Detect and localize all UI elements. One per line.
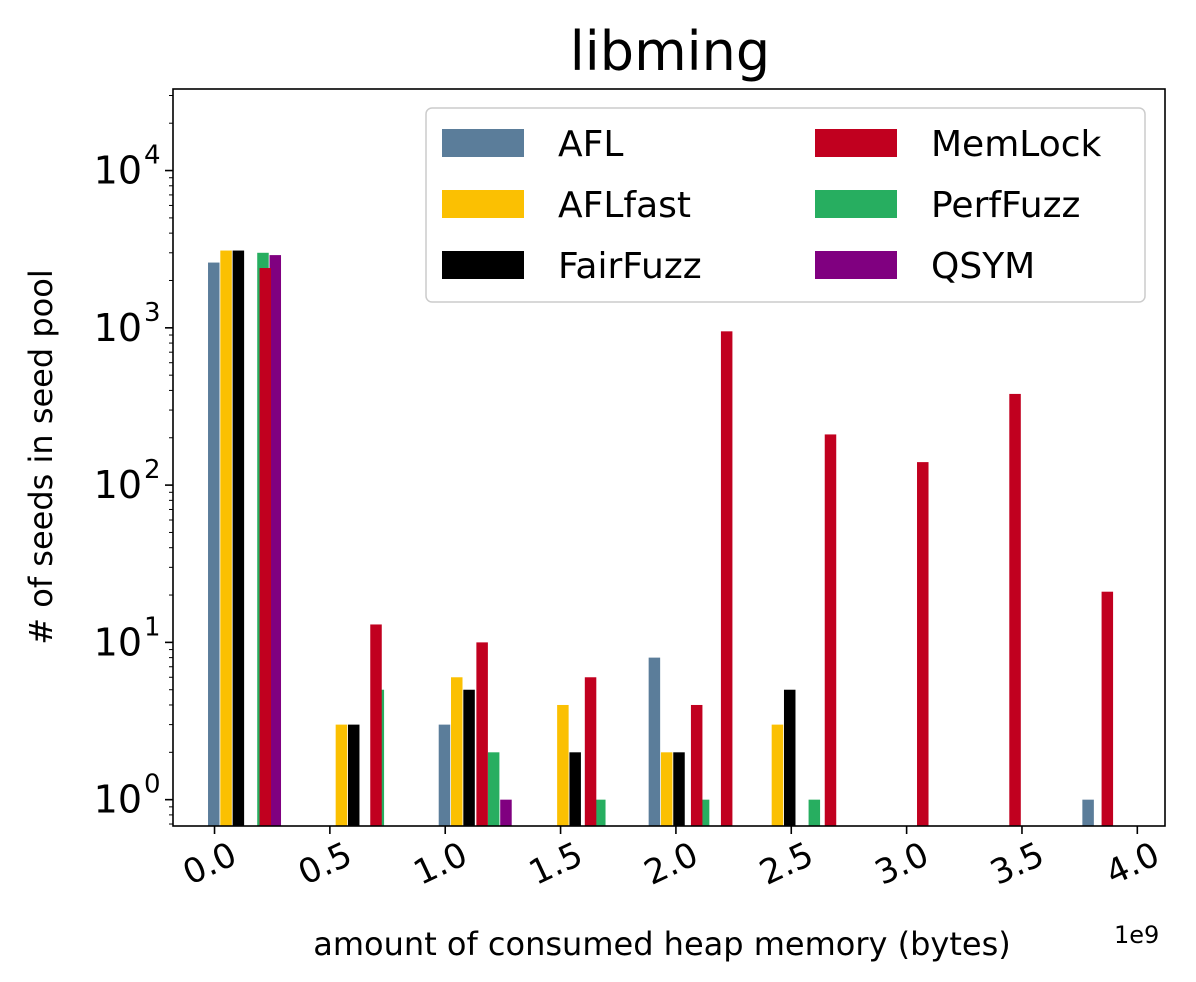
x-offset-label: 1e9 [1114, 921, 1159, 949]
y-tick-exponent: 0 [144, 770, 161, 800]
legend-label-perffuzz: PerfFuzz [931, 185, 1080, 226]
bar-afl-4 [648, 657, 661, 826]
legend-swatch-memlock [815, 129, 897, 157]
legend-swatch-qsym [815, 251, 897, 279]
bar-memlock-0 [259, 268, 272, 826]
chart-title: libming [570, 20, 770, 83]
y-axis-label: # of seeds in seed pool [22, 269, 60, 644]
y-tick-label: 10 [94, 620, 142, 664]
bar-fairfuzz-1 [347, 724, 360, 826]
x-tick-label: 0.5 [292, 834, 358, 893]
bar-perffuzz-3 [594, 799, 606, 826]
bar-memlock-6 [824, 434, 837, 826]
bar-fairfuzz-0 [232, 250, 245, 827]
bar-fairfuzz-4 [673, 752, 685, 826]
bar-aflfast-0 [220, 250, 232, 827]
x-axis-label: amount of consumed heap memory (bytes) [313, 925, 1010, 963]
bar-afl-8 [1082, 799, 1094, 826]
bar-fairfuzz-5 [783, 689, 796, 826]
legend-label-fairfuzz: FairFuzz [558, 246, 702, 287]
bar-memlock-4 [690, 704, 703, 826]
y-tick-label: 10 [94, 306, 142, 350]
bar-memlock-8 [1009, 393, 1021, 826]
legend-swatch-fairfuzz [442, 251, 524, 279]
bar-memlock-7 [917, 462, 929, 826]
x-tick-label: 4.0 [1100, 834, 1166, 893]
bar-fairfuzz-3 [569, 752, 581, 826]
bar-qsym-2 [500, 799, 512, 826]
bar-qsym-0 [269, 255, 282, 827]
bar-memlock-1 [370, 624, 382, 826]
y-tick-label: 10 [94, 778, 142, 822]
x-axis: 0.0 0.5 1.0 1.5 2.0 2.5 3.0 3.5 4.0 [177, 826, 1166, 894]
bar-memlock-9 [1101, 591, 1114, 826]
bar-aflfast-2 [451, 677, 463, 826]
bar-aflfast-4 [660, 752, 673, 826]
legend-swatch-aflfast [442, 190, 524, 218]
bar-aflfast-3 [557, 704, 569, 826]
bar-memlock-5 [720, 331, 733, 826]
legend-label-afl: AFL [558, 124, 623, 165]
plot-frame [172, 88, 1166, 827]
bar-perffuzz-2 [487, 752, 500, 826]
y-tick-label: 10 [94, 149, 142, 193]
bar-afl-0 [208, 262, 220, 826]
x-tick-label: 0.0 [177, 834, 243, 893]
legend-label-memlock: MemLock [931, 124, 1102, 165]
legend-swatch-afl [442, 129, 524, 157]
legend-swatch-perffuzz [815, 190, 897, 218]
bar-aflfast-1 [335, 724, 348, 826]
y-tick-exponent: 3 [144, 298, 161, 328]
y-tick-exponent: 2 [144, 455, 161, 485]
y-tick-exponent: 4 [144, 141, 161, 171]
x-tick-label: 2.5 [754, 834, 820, 893]
legend-label-aflfast: AFLfast [558, 185, 691, 226]
bar-aflfast-5 [771, 724, 784, 826]
x-tick-label: 1.0 [408, 834, 474, 893]
legend: AFL AFLfast FairFuzz MemLock PerfFuzz QSYM [425, 107, 1146, 303]
bar-perffuzz-4 [697, 799, 710, 826]
legend-label-qsym: QSYM [931, 246, 1035, 287]
bars-layer [208, 250, 1114, 827]
y-tick-exponent: 1 [144, 612, 161, 642]
bar-memlock-3 [584, 677, 597, 826]
x-tick-label: 1.5 [523, 834, 589, 893]
bar-fairfuzz-2 [463, 689, 475, 826]
x-tick-label: 2.0 [638, 834, 704, 893]
legend-frame [425, 107, 1146, 303]
bar-afl-2 [438, 724, 451, 826]
bar-perffuzz-5 [808, 799, 821, 826]
y-tick-label: 10 [94, 463, 142, 507]
x-tick-label: 3.0 [869, 834, 935, 893]
bar-memlock-2 [476, 642, 488, 826]
x-tick-label: 3.5 [984, 834, 1050, 893]
